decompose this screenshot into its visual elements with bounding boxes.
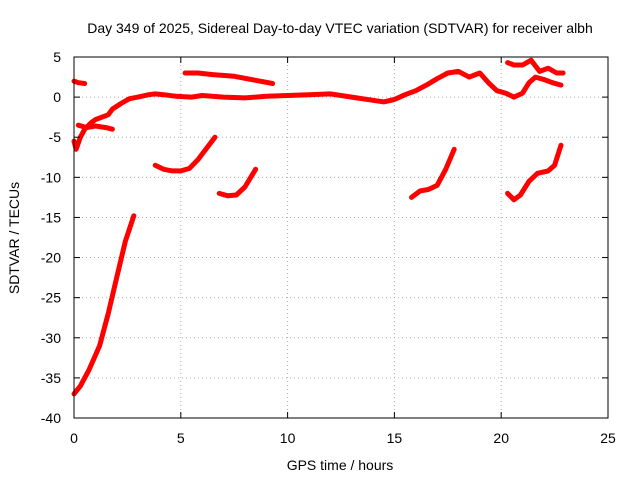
y-tick-label: -5 [49,129,62,145]
y-tick-label: 0 [53,89,61,105]
series-arc-10 [505,142,564,203]
x-tick-label: 15 [387,430,403,446]
series-arc-2 [71,68,564,152]
series-layer [71,57,566,397]
series-arc-4 [505,57,566,76]
y-tick-label: -35 [41,370,61,386]
grid [74,57,608,418]
x-tick-label: 0 [70,430,78,446]
x-tick-label: 5 [177,430,185,446]
x-tick-label: 20 [493,430,509,446]
y-tick-label: -40 [41,410,61,426]
y-axis-label: SDTVAR / TECUs [6,182,22,294]
x-axis-label: GPS time / hours [287,457,394,473]
series-arc-1 [71,78,88,86]
axis-ticks: 0 5 10 15 20 25 -40 -35 -30 -25 -20 -15 -10 -5 0 5 [41,49,616,446]
series-arc-3 [75,122,115,132]
y-tick-label: -30 [41,330,61,346]
series-arc-7 [216,166,259,199]
series-arc-5 [182,70,276,86]
x-tick-label: 25 [600,430,616,446]
y-tick-label: -15 [41,209,61,225]
series-arc-6 [152,134,218,174]
y-tick-label: -20 [41,250,61,266]
x-tick-label: 10 [280,430,296,446]
y-tick-label: -10 [41,169,61,185]
series-arc-9 [409,146,457,200]
series-arc-8 [71,213,137,397]
plot-frame [73,56,609,419]
y-tick-label: -25 [41,290,61,306]
chart-title: Day 349 of 2025, Sidereal Day-to-day VTE… [87,20,593,36]
y-tick-label: 5 [53,49,61,65]
